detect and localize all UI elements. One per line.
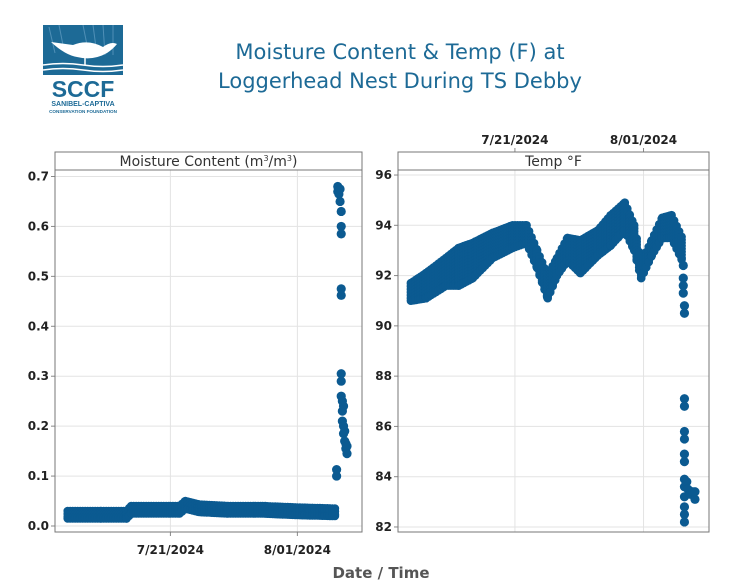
logo-abbr: SCCF <box>52 76 115 102</box>
panel-frame <box>397 151 710 533</box>
data-point <box>332 471 342 481</box>
data-point <box>679 308 690 318</box>
y-tick-label: 0.4 <box>28 319 49 333</box>
panel-0: 0.0 0.1 0.2 0.3 0.4 0.5 0.6 0.7 7/21/2024 8/01/20… <box>28 151 363 557</box>
data-points <box>406 198 700 527</box>
data-points <box>63 181 352 523</box>
data-point <box>679 434 690 444</box>
data-point <box>679 509 690 520</box>
y-tick-label: 88 <box>375 369 392 383</box>
y-tick-label: 92 <box>375 269 392 283</box>
title-line1: Moisture Content & Temp (F) at <box>235 40 565 64</box>
x-tick-label: 7/21/2024 <box>481 133 548 147</box>
x-tick-label: 7/21/2024 <box>137 543 204 557</box>
data-point <box>678 288 688 298</box>
y-tick-label: 94 <box>375 218 392 232</box>
data-point <box>678 273 688 283</box>
sccf-logo: SCCF SANIBEL-CAPTIVA CONSERVATION FOUNDA… <box>42 24 124 115</box>
y-tick-label: 0.1 <box>28 469 49 483</box>
y-tick-label: 96 <box>375 168 392 182</box>
data-point <box>679 502 690 512</box>
data-point <box>336 206 346 217</box>
data-point <box>332 464 342 475</box>
data-point <box>682 477 692 487</box>
data-point <box>679 457 690 467</box>
chart-title: Moisture Content & Temp (F) at Loggerhea… <box>150 38 650 96</box>
panel-title: Moisture Content (m3/m3) <box>120 154 298 170</box>
data-point <box>336 376 346 386</box>
logo-line2: CONSERVATION FOUNDATION <box>49 109 117 114</box>
data-point <box>336 369 346 379</box>
panel-title-part: Moisture Content (m <box>120 154 264 170</box>
data-point <box>338 401 349 411</box>
y-tick-label: 0.3 <box>28 369 49 383</box>
y-tick-label: 86 <box>375 419 392 433</box>
data-point <box>336 284 346 294</box>
data-point <box>678 260 688 271</box>
y-tick-label: 0.5 <box>28 269 49 283</box>
y-tick-label: 90 <box>375 319 392 333</box>
panel-title: Temp °F <box>524 154 582 170</box>
data-point <box>336 221 346 232</box>
data-point <box>679 394 690 404</box>
y-tick-label: 0.0 <box>28 519 49 533</box>
panel-title-part: 3 <box>287 154 292 163</box>
x-tick-label: 8/01/2024 <box>264 543 331 557</box>
y-tick-label: 0.2 <box>28 419 49 433</box>
logo-line1: SANIBEL-CAPTIVA <box>51 101 114 108</box>
panel-title-part: ) <box>292 154 297 170</box>
x-tick-label: 8/01/2024 <box>610 133 677 147</box>
data-point <box>690 494 700 504</box>
data-point <box>335 196 345 207</box>
data-point <box>679 449 690 459</box>
data-point <box>330 511 340 521</box>
panel-title-part: /m <box>269 154 287 170</box>
panel-title-part: 3 <box>263 154 268 163</box>
sccf-logo-graphic: SCCF SANIBEL-CAPTIVA CONSERVATION FOUNDA… <box>42 24 124 114</box>
data-point <box>342 441 352 451</box>
data-point <box>335 184 345 194</box>
panel-frame <box>54 151 363 533</box>
data-point <box>679 517 690 527</box>
data-point <box>342 449 352 459</box>
x-axis-label: Date / Time <box>332 564 429 582</box>
data-point <box>679 401 690 411</box>
data-point <box>679 301 690 311</box>
data-point <box>340 426 350 436</box>
data-point <box>678 281 688 291</box>
y-tick-label: 0.6 <box>28 219 49 233</box>
y-tick-label: 0.7 <box>28 169 49 183</box>
y-tick-label: 82 <box>375 520 392 534</box>
data-point <box>690 487 700 497</box>
data-point <box>336 229 346 239</box>
data-point <box>336 290 346 300</box>
y-tick-label: 84 <box>375 470 392 484</box>
title-line2: Loggerhead Nest During TS Debby <box>218 69 582 93</box>
panel-1: 82 84 86 88 90 92 94 96 7/21/2024 8/01/2024 Temp °… <box>375 133 710 534</box>
data-point <box>679 426 690 437</box>
